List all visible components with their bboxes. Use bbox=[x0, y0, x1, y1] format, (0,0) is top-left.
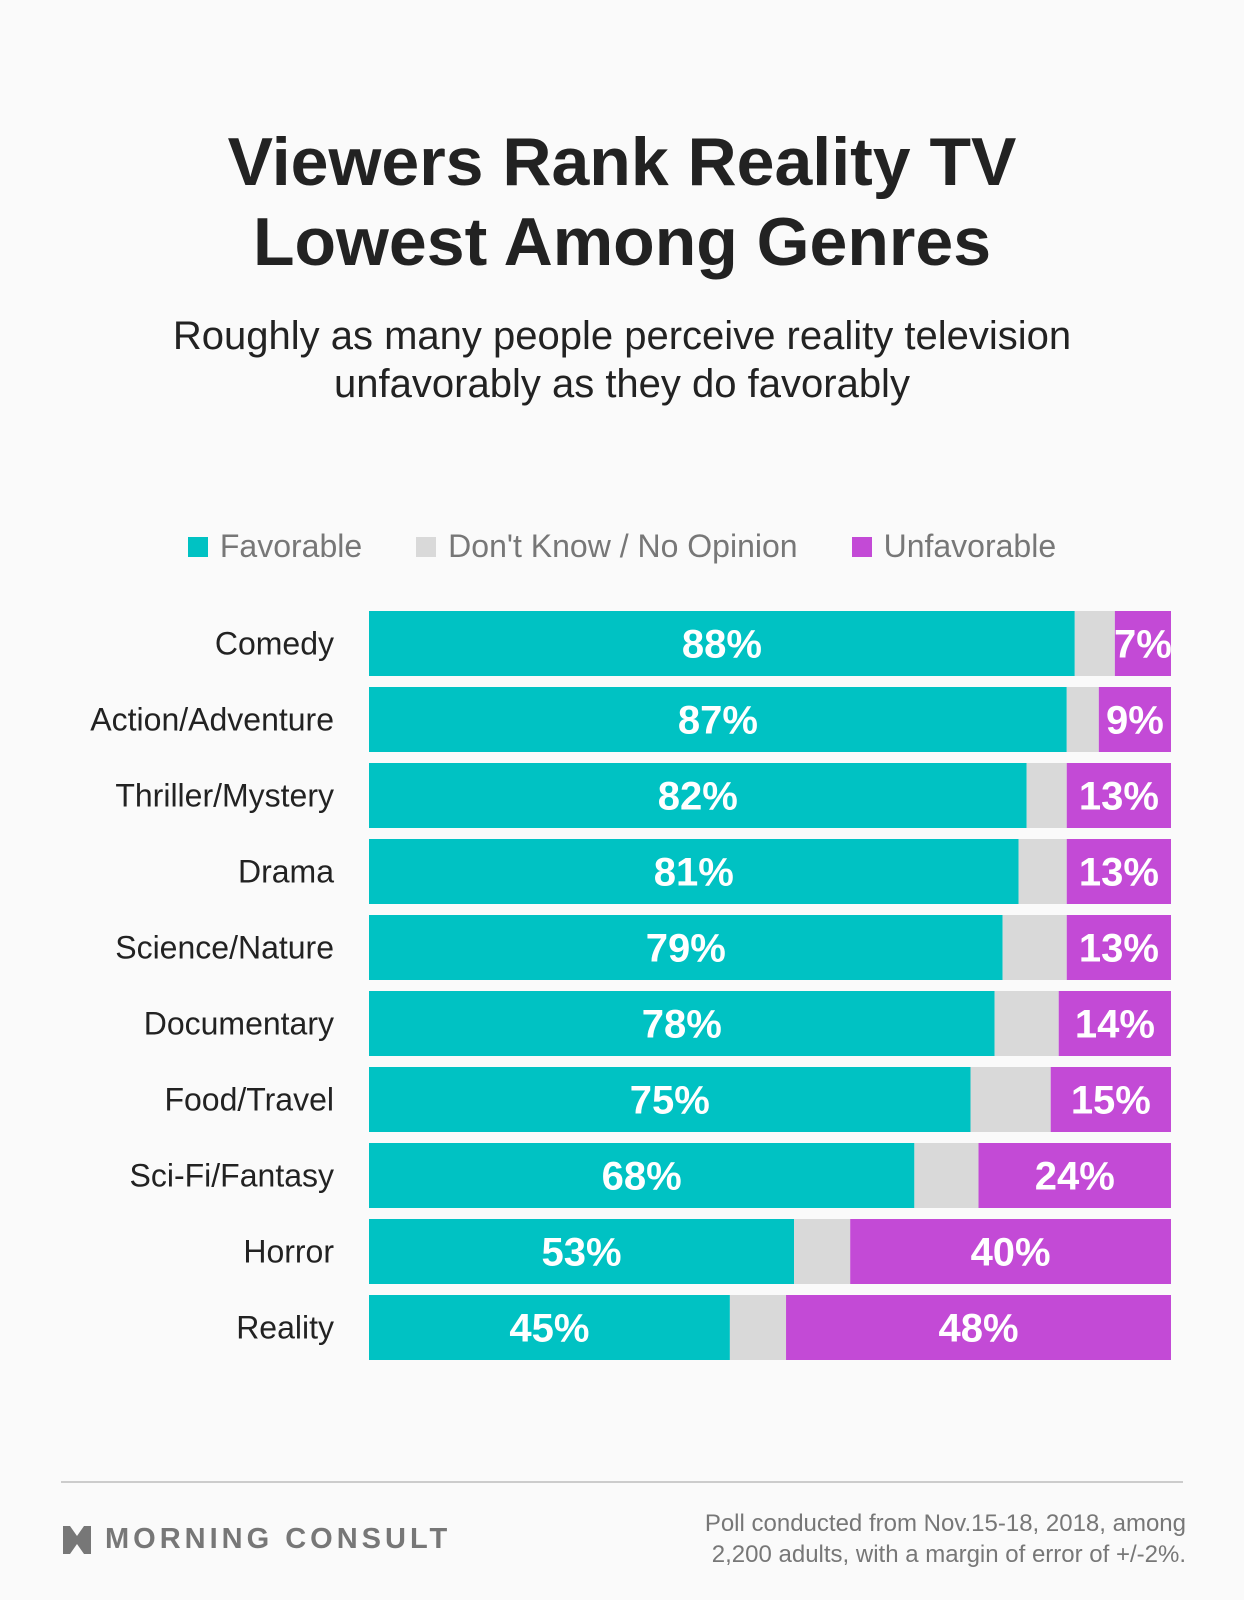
category-label: Comedy bbox=[215, 626, 334, 662]
data-label: 87% bbox=[678, 699, 758, 743]
legend-label: Favorable bbox=[219, 528, 363, 564]
data-label: 53% bbox=[541, 1231, 621, 1275]
data-label: 75% bbox=[630, 1079, 710, 1123]
bar-segment-dont-know bbox=[794, 1219, 851, 1284]
category-label: Thriller/Mystery bbox=[115, 778, 334, 814]
brand-logo: MORNING CONSULT bbox=[63, 1523, 451, 1556]
category-label: Documentary bbox=[144, 1006, 334, 1042]
bar-segment-favorable bbox=[369, 611, 1075, 676]
data-label: 13% bbox=[1079, 851, 1159, 895]
data-label: 13% bbox=[1079, 927, 1159, 971]
subtitle-line: Roughly as many people perceive reality … bbox=[172, 314, 1072, 358]
data-label: 68% bbox=[602, 1155, 682, 1199]
legend-label: Unfavorable bbox=[883, 528, 1057, 564]
data-label: 9% bbox=[1106, 699, 1164, 743]
bar-segment-unfavorable bbox=[1066, 915, 1171, 980]
data-label: 24% bbox=[1035, 1155, 1115, 1199]
bar-segment-dont-know bbox=[994, 991, 1059, 1056]
bar-segment-unfavorable bbox=[1066, 839, 1171, 904]
legend-item-favorable: Favorable bbox=[187, 528, 363, 565]
category-label: Horror bbox=[243, 1234, 334, 1270]
methodology-note: Poll conducted from Nov.15-18, 2018, amo… bbox=[705, 1508, 1186, 1570]
legend-swatch bbox=[416, 536, 437, 557]
bar-segment-favorable bbox=[369, 1295, 730, 1360]
bar-segment-unfavorable bbox=[850, 1219, 1171, 1284]
bar-segment-dont-know bbox=[729, 1295, 787, 1360]
legend-swatch bbox=[851, 536, 872, 557]
footer-divider bbox=[61, 1481, 1183, 1483]
category-label: Sci-Fi/Fantasy bbox=[130, 1158, 334, 1194]
legend-item-unfavorable: Unfavorable bbox=[851, 528, 1057, 565]
bar-segment-favorable bbox=[369, 1067, 971, 1132]
bar-segment-favorable bbox=[369, 991, 995, 1056]
bar-segment-favorable bbox=[369, 915, 1003, 980]
data-label: 14% bbox=[1075, 1003, 1155, 1047]
data-label: 81% bbox=[654, 851, 734, 895]
bar-segment-dont-know bbox=[1002, 915, 1067, 980]
title-line: Lowest Among Genres bbox=[252, 204, 992, 280]
data-label: 13% bbox=[1079, 775, 1159, 819]
subtitle-line: unfavorably as they do favorably bbox=[334, 362, 910, 406]
bar-segment-unfavorable bbox=[1098, 687, 1171, 752]
bar-segment-dont-know bbox=[1026, 763, 1067, 828]
note-line: 2,200 adults, with a margin of error of … bbox=[711, 1541, 1186, 1568]
data-label: 15% bbox=[1071, 1079, 1151, 1123]
morning-consult-logo-icon bbox=[63, 1525, 91, 1554]
bar-segment-dont-know bbox=[1018, 839, 1067, 904]
data-label: 79% bbox=[646, 927, 726, 971]
data-label: 82% bbox=[658, 775, 738, 819]
category-label: Reality bbox=[236, 1310, 334, 1346]
bar-segment-unfavorable bbox=[1058, 991, 1171, 1056]
data-label: 78% bbox=[642, 1003, 722, 1047]
data-label: 45% bbox=[509, 1307, 589, 1351]
bar-segment-unfavorable bbox=[1114, 611, 1171, 676]
legend: Favorable Don't Know / No Opinion Unfavo… bbox=[0, 528, 1244, 565]
data-label: 7% bbox=[1114, 623, 1172, 667]
bar-segment-unfavorable bbox=[786, 1295, 1171, 1360]
chart-subtitle: Roughly as many people perceive reality … bbox=[0, 312, 1244, 408]
bar-segment-favorable bbox=[369, 1143, 915, 1208]
category-label: Drama bbox=[238, 854, 334, 890]
data-label: 88% bbox=[682, 623, 762, 667]
brand-name: MORNING CONSULT bbox=[105, 1523, 452, 1555]
note-line: Poll conducted from Nov.15-18, 2018, amo… bbox=[704, 1510, 1186, 1537]
bar-segment-dont-know bbox=[970, 1067, 1051, 1132]
legend-item-dont-know: Don't Know / No Opinion bbox=[416, 528, 798, 565]
chart-title: Viewers Rank Reality TV Lowest Among Gen… bbox=[0, 122, 1244, 282]
category-label: Action/Adventure bbox=[90, 702, 334, 738]
title-line: Viewers Rank Reality TV bbox=[227, 124, 1017, 200]
legend-label: Don't Know / No Opinion bbox=[448, 528, 798, 564]
bar-segment-favorable bbox=[369, 763, 1027, 828]
bar-segment-unfavorable bbox=[1066, 763, 1171, 828]
bar-segment-favorable bbox=[369, 1219, 795, 1284]
legend-swatch bbox=[187, 536, 208, 557]
data-label: 48% bbox=[938, 1307, 1018, 1351]
category-label: Science/Nature bbox=[115, 930, 334, 966]
bar-segment-unfavorable bbox=[978, 1143, 1171, 1208]
bar-segment-unfavorable bbox=[1050, 1067, 1171, 1132]
bar-segment-dont-know bbox=[1066, 687, 1099, 752]
bar-segment-dont-know bbox=[914, 1143, 979, 1208]
category-label: Food/Travel bbox=[164, 1082, 334, 1118]
bar-segment-dont-know bbox=[1074, 611, 1115, 676]
bar-segment-favorable bbox=[369, 839, 1019, 904]
bar-segment-favorable bbox=[369, 687, 1067, 752]
data-label: 40% bbox=[971, 1231, 1051, 1275]
